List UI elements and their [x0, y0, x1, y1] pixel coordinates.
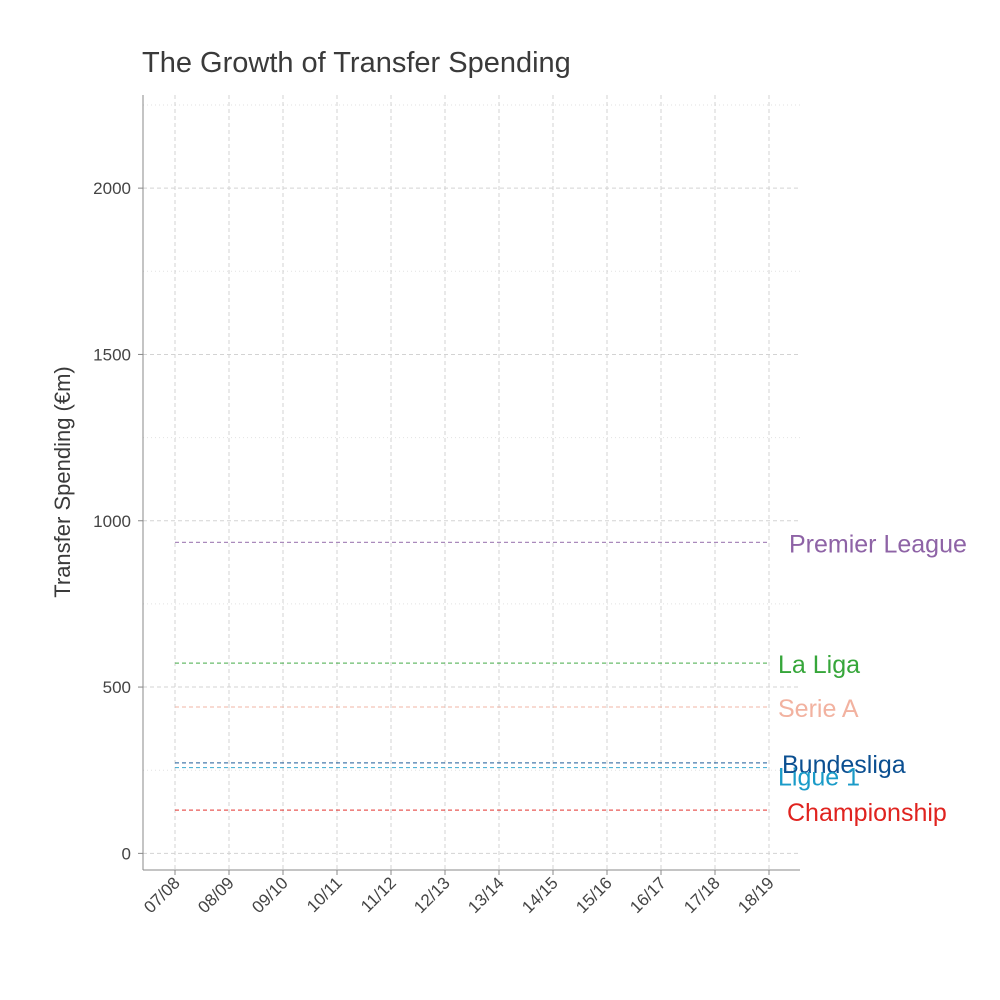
series-label: Premier League — [789, 530, 967, 558]
series-label: Ligue 1 — [778, 764, 860, 792]
series-label: Serie A — [778, 695, 859, 723]
x-tick-label: 10/11 — [303, 873, 346, 916]
x-tick-label: 17/18 — [680, 873, 724, 917]
x-tick-label: 07/08 — [140, 873, 184, 917]
series-lines — [175, 541, 769, 811]
y-tick-label: 2000 — [93, 179, 131, 198]
x-tick-label: 12/13 — [410, 873, 454, 917]
x-tick-label: 15/16 — [572, 873, 616, 917]
series-label: La Liga — [778, 651, 860, 679]
x-tick-label: 08/09 — [194, 873, 238, 917]
axes — [142, 95, 800, 871]
y-tick-label: 500 — [103, 678, 131, 697]
x-tick-label: 16/17 — [626, 873, 670, 917]
series-label: Championship — [787, 799, 947, 827]
x-tick-label: 14/15 — [518, 873, 562, 917]
series-labels: Premier League La Liga Serie A BundesligaLi… — [778, 530, 967, 827]
x-axis-ticks: 07/08 08/09 09/10 10/11 11/12 12/13 13/14 14/15… — [140, 870, 778, 917]
y-axis-label: Transfer Spending (€m) — [50, 366, 75, 598]
series-label: Bundesliga — [782, 751, 906, 779]
x-tick-label: 13/14 — [464, 873, 508, 917]
y-tick-label: 0 — [122, 844, 131, 863]
grid — [143, 95, 800, 870]
x-tick-label: 18/19 — [734, 873, 778, 917]
x-tick-label: 09/10 — [248, 873, 292, 917]
x-tick-label: 11/12 — [357, 873, 400, 916]
y-tick-label: 1000 — [93, 512, 131, 531]
y-tick-label: 1500 — [93, 345, 131, 364]
chart-title: The Growth of Transfer Spending — [142, 47, 571, 79]
y-axis-ticks: 0 500 1000 1500 2000 — [93, 179, 143, 863]
